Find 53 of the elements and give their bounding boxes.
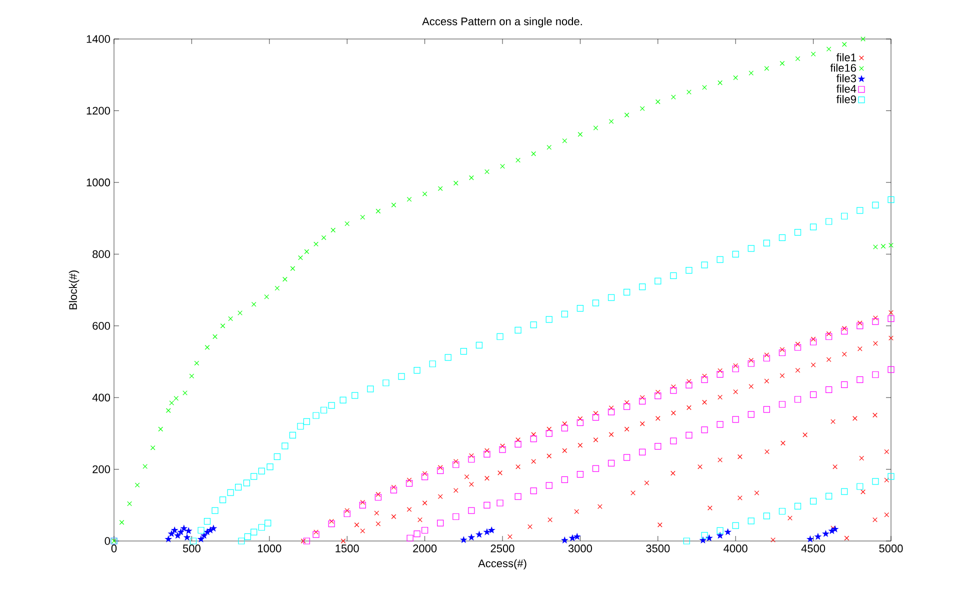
legend-label: file9: [836, 95, 856, 104]
legend-label: file3: [836, 74, 856, 82]
point: [822, 530, 829, 537]
x-tick-label: 2000: [413, 544, 437, 552]
point: [488, 526, 495, 533]
point: [724, 528, 731, 535]
y-tick-label: 1200: [86, 106, 110, 115]
x-tick-label: 2500: [490, 544, 514, 552]
x-tick-label: 4000: [724, 544, 748, 552]
point: [200, 532, 208, 538]
y-tick-label: 800: [92, 250, 110, 258]
legend-label: file1: [836, 53, 856, 62]
x-tick-label: 5000: [879, 544, 903, 552]
y-tick-label: 1400: [86, 35, 110, 43]
x-tick-label: 1500: [336, 544, 359, 552]
point: [210, 525, 217, 532]
y-tick-label: 400: [92, 394, 110, 402]
point: [460, 536, 467, 543]
point: [198, 536, 204, 542]
point: [174, 532, 181, 538]
point: [814, 533, 822, 540]
point: [807, 536, 814, 542]
y-tick-label: 600: [92, 322, 110, 330]
y-tick-label: 0: [104, 537, 110, 545]
point: [569, 534, 576, 541]
point: [476, 531, 482, 538]
x-tick-label: 3500: [646, 544, 670, 552]
point: [185, 528, 192, 534]
x-tick-label: 0: [111, 544, 117, 552]
point: [716, 532, 724, 538]
x-axis-title: Access(#): [478, 559, 526, 570]
point: [165, 536, 172, 542]
point: [184, 534, 190, 540]
point: [484, 528, 490, 535]
point: [468, 534, 475, 540]
legend-label: file16: [830, 64, 856, 72]
y-axis-title: Block(#): [68, 270, 80, 310]
y-tick-label: 200: [92, 465, 110, 474]
point: [832, 526, 838, 532]
chart-title: Access Pattern on a single node.: [422, 17, 582, 28]
point: [178, 528, 184, 535]
point: [700, 536, 706, 544]
x-tick-label: 1000: [258, 544, 282, 552]
point: [180, 525, 188, 532]
point: [574, 533, 580, 540]
x-tick-label: 4500: [801, 544, 826, 552]
legend-label: file4: [836, 84, 856, 93]
x-tick-label: 3000: [568, 544, 592, 552]
y-tick-label: 1000: [86, 178, 110, 186]
point: [168, 530, 175, 537]
point: [171, 526, 178, 533]
point: [562, 536, 568, 544]
x-tick-label: 500: [182, 544, 200, 552]
